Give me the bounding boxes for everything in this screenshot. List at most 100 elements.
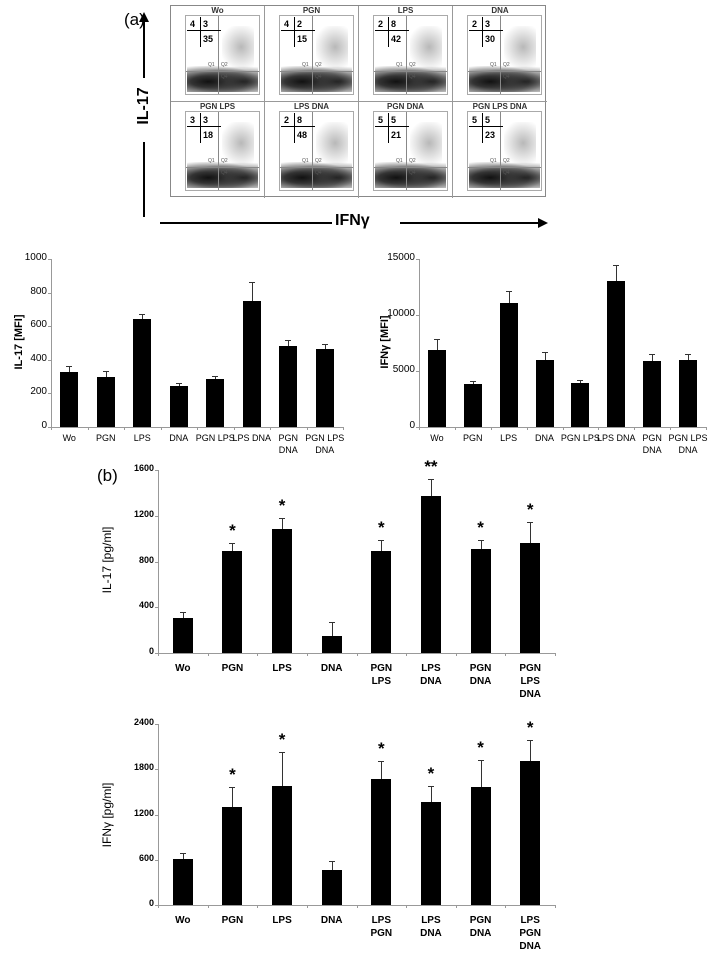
quadrant-percentages: 5 5 23 <box>469 113 503 143</box>
y-axis <box>419 259 420 427</box>
x-category-label: DNA <box>169 433 189 443</box>
bar <box>371 779 392 905</box>
bar <box>272 528 293 653</box>
error-bar <box>251 281 253 301</box>
scatter-density <box>187 66 258 92</box>
scatter-density <box>504 122 536 164</box>
x-category-label: PGN <box>221 663 244 674</box>
error-bar <box>480 760 482 788</box>
flow-plot-title: PGN LPS <box>199 102 236 111</box>
flow-cytometry-grid: Wo Q1 Q2 Q4 4 3 35 PGN Q1 Q2 Q4 4 2 15 LPS Q1 Q2 Q4 2 8 42 DN… <box>170 5 547 198</box>
flow-plot-title: DNA <box>491 6 509 15</box>
flow-plot-area: Q1 Q2 Q4 2 3 30 <box>467 15 542 95</box>
y-tick-label: 0 <box>148 898 154 908</box>
quadrant-label: Q1 <box>396 62 403 68</box>
y-tick-label: 0 <box>148 646 154 656</box>
x-category-label: Wo <box>175 663 191 674</box>
x-category-label: LPS <box>272 663 292 674</box>
bar <box>520 543 541 653</box>
significance-marker: * <box>278 496 286 516</box>
q1-percent: 5 <box>472 115 478 125</box>
error-bar <box>331 860 333 871</box>
error-bar <box>232 543 234 551</box>
x-category-label: LPS PGN <box>370 915 393 939</box>
quadrant-gate-horizontal <box>468 71 541 72</box>
q1-percent: 5 <box>378 115 384 125</box>
bar <box>206 379 225 427</box>
flow-plot: PGN Q1 Q2 Q4 4 2 15 <box>265 6 359 102</box>
x-category-label: PGN DNA <box>278 433 298 455</box>
error-bar <box>288 339 290 347</box>
y-axis <box>158 724 159 905</box>
quadrant-gate-vertical <box>406 112 407 190</box>
quadrant-label: Q4 <box>315 170 322 176</box>
error-bar <box>544 351 546 360</box>
bar <box>272 785 293 905</box>
il17-axis-label: IL-17 <box>135 87 152 125</box>
quadrant-gate-horizontal <box>186 167 259 168</box>
x-category-label: DNA <box>535 433 555 443</box>
error-bar <box>530 739 532 761</box>
bar <box>643 361 662 427</box>
x-category-label: DNA <box>320 663 343 674</box>
flow-plot-area: Q1 Q2 Q4 5 5 21 <box>373 111 448 191</box>
bar <box>321 635 342 653</box>
bar <box>607 281 626 427</box>
flow-plot-area: Q1 Q2 Q4 2 8 48 <box>279 111 354 191</box>
quadrant-label: Q1 <box>208 158 215 164</box>
x-category-label: LPS PGN DNA <box>519 915 542 952</box>
y-tick-label: 200 <box>30 386 47 398</box>
error-bar <box>178 383 180 386</box>
y-tick-label: 800 <box>30 285 47 297</box>
quadrant-label: Q2 <box>409 158 416 164</box>
y-axis-label: IL-17 [pg/ml] <box>100 526 114 594</box>
x-category-label: PGN LPS DNA <box>519 663 542 700</box>
x-category-label: PGN LPS <box>370 663 393 687</box>
scatter-density <box>281 66 352 92</box>
q3-percent: 18 <box>203 130 214 140</box>
y-axis <box>51 259 52 427</box>
flow-plot: LPS DNA Q1 Q2 Q4 2 8 48 <box>265 102 359 198</box>
x-category-label: LPS <box>500 433 518 443</box>
scatter-density <box>504 26 536 68</box>
quadrant-label: Q1 <box>302 158 309 164</box>
error-bar <box>232 786 234 807</box>
quadrant-percentages: 2 8 42 <box>375 17 409 47</box>
quadrant-label: Q4 <box>409 170 416 176</box>
flow-plot-area: Q1 Q2 Q4 3 3 18 <box>185 111 260 191</box>
quadrant-label: Q4 <box>221 74 228 80</box>
significance-marker: * <box>477 518 484 538</box>
scatter-density <box>410 26 442 68</box>
bar <box>172 859 193 905</box>
q3-percent: 30 <box>485 34 496 44</box>
x-category-label: LPS <box>133 433 151 443</box>
flow-plot-title: PGN LPS DNA <box>472 102 528 111</box>
scatter-density <box>222 26 254 68</box>
quadrant-percentages: 5 5 21 <box>375 113 409 143</box>
y-tick-label: 800 <box>138 554 154 565</box>
flow-plot-title: LPS <box>397 6 414 15</box>
quadrant-label: Q2 <box>221 158 228 164</box>
bar <box>279 346 298 427</box>
y-tick-label: 1800 <box>133 762 154 773</box>
y-tick-label: 15000 <box>387 252 415 263</box>
quadrant-label: Q4 <box>409 74 416 80</box>
error-bar <box>652 354 654 362</box>
error-bar <box>480 540 482 550</box>
quadrant-gate-vertical <box>312 16 313 94</box>
error-bar <box>331 622 333 636</box>
x-category-label: PGN DNA <box>469 915 492 939</box>
ifng-axis-label: IFNγ <box>335 212 370 229</box>
error-bar <box>381 761 383 780</box>
bar <box>242 301 261 427</box>
bar <box>133 319 152 427</box>
q2-percent: 5 <box>485 115 491 125</box>
x-category-label: PGN LPS <box>195 433 235 443</box>
quadrant-percentages: 3 3 18 <box>187 113 221 143</box>
quadrant-percentages: 4 2 15 <box>281 17 315 47</box>
quadrant-label: Q2 <box>409 62 416 68</box>
flow-plot: PGN LPS Q1 Q2 Q4 3 3 18 <box>171 102 265 198</box>
significance-marker: * <box>378 739 385 759</box>
bar <box>315 349 334 427</box>
x-category-label: PGN <box>463 433 483 443</box>
